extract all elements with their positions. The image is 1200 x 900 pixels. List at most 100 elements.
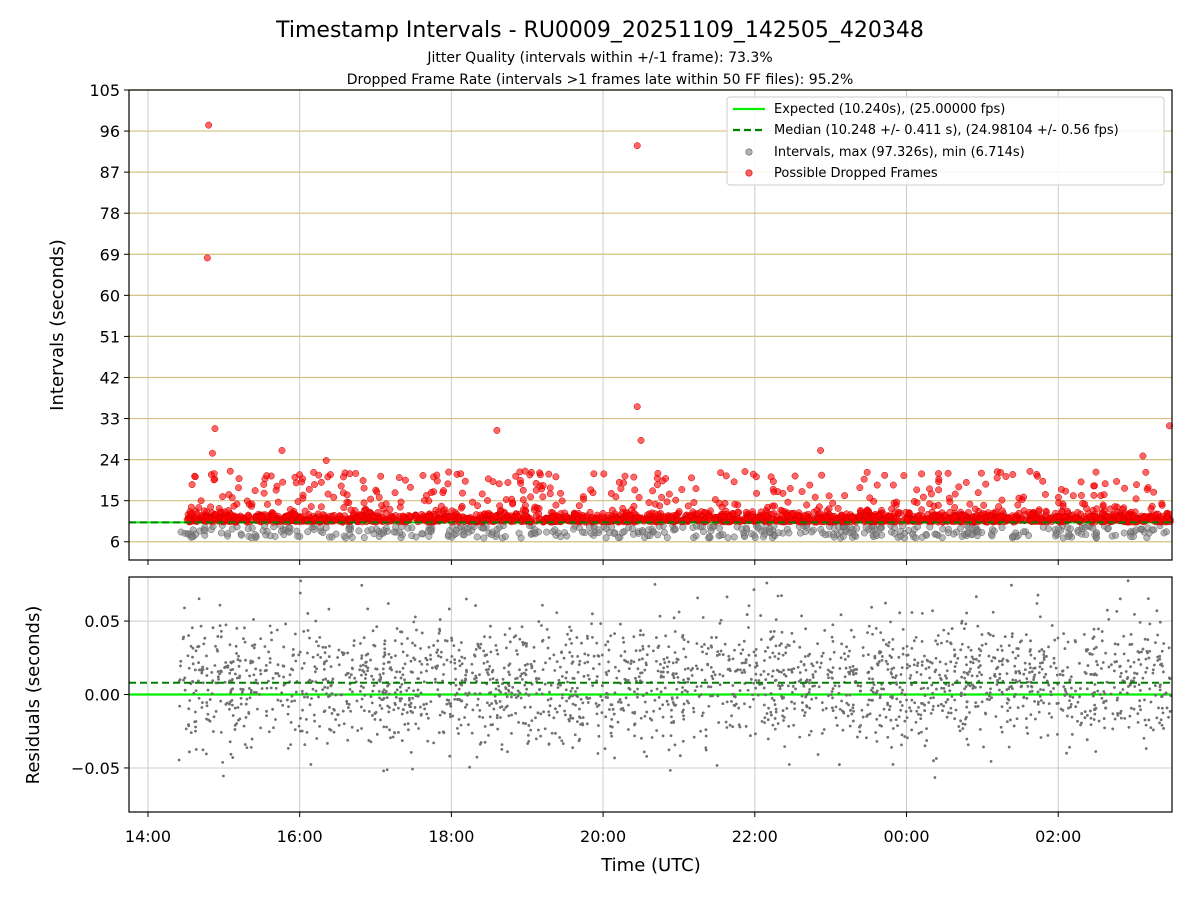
residual-point <box>1085 738 1089 742</box>
residual-point <box>590 622 593 626</box>
residual-point <box>533 669 537 673</box>
residual-point <box>643 668 647 672</box>
residual-point <box>403 722 407 726</box>
residual-point <box>780 694 783 698</box>
residual-point <box>1000 690 1004 694</box>
residual-point <box>1158 620 1162 624</box>
residual-point <box>995 683 999 686</box>
residual-point <box>966 743 970 747</box>
residual-point <box>719 649 723 653</box>
dropped-frame-point <box>841 492 849 500</box>
residual-point <box>1090 672 1094 676</box>
residual-point <box>1107 665 1111 669</box>
residual-point <box>769 713 773 717</box>
residual-point <box>943 690 947 694</box>
dropped-frame-point <box>406 483 414 491</box>
dropped-frame-point <box>617 485 625 493</box>
residual-point <box>569 716 573 720</box>
dropped-frame-point <box>193 517 201 525</box>
residual-point <box>898 686 902 689</box>
residual-point <box>947 632 950 636</box>
residual-point <box>306 629 310 632</box>
residual-point <box>1037 700 1040 704</box>
residual-point <box>728 723 732 727</box>
residual-point <box>419 647 422 650</box>
residual-point <box>1158 721 1162 725</box>
residual-point <box>219 635 223 639</box>
residual-point <box>934 639 938 643</box>
residual-point <box>637 658 641 662</box>
residual-point <box>710 674 714 678</box>
residual-point <box>200 667 204 671</box>
residual-point <box>236 658 240 661</box>
residual-point <box>1156 658 1160 662</box>
residual-point <box>989 687 992 691</box>
dropped-frame-point <box>427 489 435 496</box>
interval-point <box>201 527 209 535</box>
residual-point <box>595 641 599 645</box>
residual-point <box>1070 715 1074 719</box>
residual-point <box>662 657 666 661</box>
residual-point <box>809 729 813 733</box>
residual-point <box>344 673 348 677</box>
dropped-frame-outlier-6 <box>208 449 216 457</box>
residual-point <box>413 644 417 647</box>
residual-point <box>1026 684 1030 688</box>
residual-point <box>457 718 461 721</box>
dropped-frame-point <box>1091 510 1099 518</box>
residual-point <box>432 644 436 647</box>
residual-point <box>1029 648 1032 651</box>
residual-point <box>558 736 562 739</box>
residual-point <box>1095 660 1098 663</box>
residual-point <box>488 715 492 719</box>
interval-point <box>595 526 603 534</box>
residual-point <box>830 706 834 710</box>
residual-point <box>514 711 518 715</box>
residual-point <box>395 688 399 692</box>
residual-point <box>1052 687 1055 690</box>
residual-point <box>860 708 864 712</box>
residual-point <box>915 670 919 674</box>
residual-point <box>281 664 285 668</box>
residual-point <box>686 677 690 681</box>
residual-point <box>941 709 944 713</box>
dropped-frame-point <box>1091 482 1098 490</box>
residual-point <box>706 647 710 650</box>
residual-point <box>949 641 952 645</box>
residual-point <box>382 655 386 659</box>
residual-point <box>252 673 256 677</box>
residual-point <box>364 673 368 676</box>
residual-point <box>980 700 984 704</box>
residual-point <box>474 604 477 607</box>
xtick-label-3: 20:00 <box>580 827 626 846</box>
residual-point <box>194 725 197 729</box>
dropped-frame-point <box>545 470 553 478</box>
residual-point <box>915 709 919 713</box>
interval-point <box>796 529 804 537</box>
residual-point <box>1118 597 1122 601</box>
residual-point <box>1024 633 1028 637</box>
residual-point <box>840 699 844 703</box>
residual-point <box>218 603 222 607</box>
residual-point <box>692 735 696 739</box>
residual-point <box>965 671 969 675</box>
residual-point <box>445 702 449 706</box>
residual-point <box>491 677 495 681</box>
residual-point <box>725 726 729 729</box>
residual-point <box>631 711 635 715</box>
interval-point <box>360 534 368 542</box>
residual-point <box>397 706 400 710</box>
residual-point <box>886 668 890 671</box>
residual-point <box>582 674 586 678</box>
dropped-frame-point <box>251 487 259 495</box>
residual-point <box>1054 666 1058 670</box>
dropped-frame-point <box>219 493 226 501</box>
residual-point <box>279 699 283 703</box>
residual-point <box>425 669 428 673</box>
residual-point <box>1023 668 1027 672</box>
residual-point <box>1078 687 1082 690</box>
residual-point <box>1116 643 1120 646</box>
residual-point <box>1047 645 1050 649</box>
